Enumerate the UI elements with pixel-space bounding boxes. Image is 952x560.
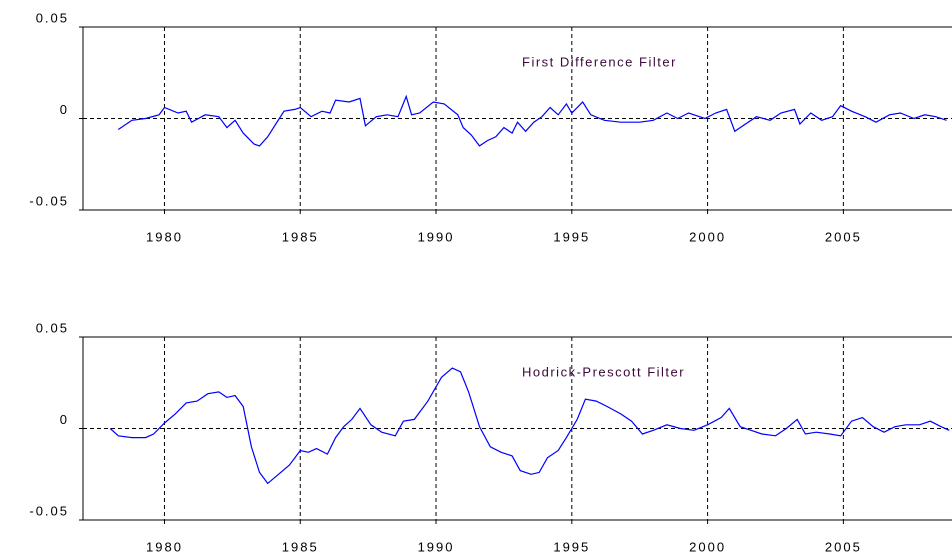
x-tick-label: 1980 [146,539,183,554]
annotation: First Difference Filter [522,54,677,69]
x-tick-label: 2005 [825,539,862,554]
y-tick-label: -0.05 [29,193,69,208]
data-line [109,367,950,485]
annotation: Hodrick-Prescott Filter [522,364,685,379]
x-tick-label: 1990 [418,229,455,244]
y-tick-label: 0.05 [36,10,69,25]
y-tick-label: 0.05 [36,320,69,335]
x-tick-label: 1980 [146,229,183,244]
x-tick-label: 2005 [825,229,862,244]
x-tick-label: 2000 [689,539,726,554]
x-tick-label: 1985 [282,229,319,244]
y-tick-label: 0 [60,412,69,427]
axis-frame [82,336,952,521]
y-tick-label: -0.05 [29,503,69,518]
x-tick-label: 1995 [553,229,590,244]
x-tick-label: 1985 [282,539,319,554]
x-tick-label: 2000 [689,229,726,244]
data-line [117,94,947,147]
axis-frame [82,26,952,211]
x-tick-label: 1995 [553,539,590,554]
y-tick-label: 0 [60,102,69,117]
x-tick-label: 1990 [418,539,455,554]
